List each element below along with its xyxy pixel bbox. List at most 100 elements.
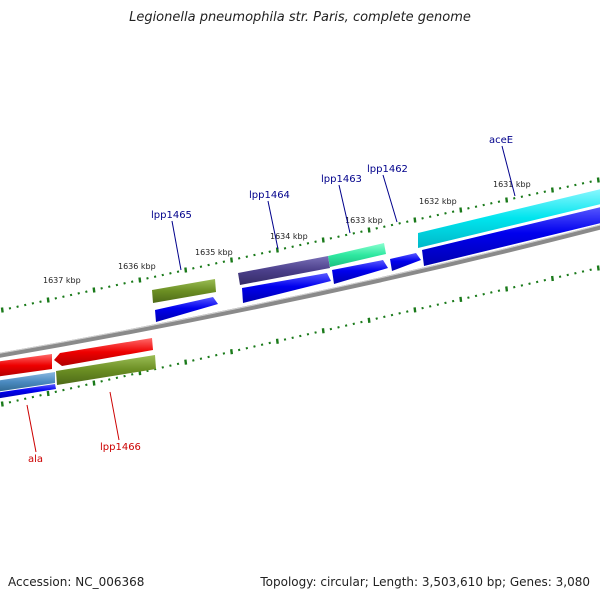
outer-tick — [436, 213, 440, 217]
inner-tick — [62, 388, 65, 392]
outer-tick — [153, 275, 157, 278]
outer-tick — [169, 272, 172, 275]
inner-tick — [490, 291, 493, 294]
inner-tick — [344, 324, 348, 327]
outer-tick — [237, 257, 241, 260]
inner-tick — [550, 275, 554, 282]
inner-tick — [283, 338, 287, 341]
feature-lpp1464-slate — [238, 256, 330, 285]
outer-tick — [390, 223, 394, 227]
outer-tick — [0, 307, 4, 313]
genome-title: Legionella pneumophila str. Paris, compl… — [129, 10, 471, 25]
inner-tick — [245, 346, 249, 350]
inner-tick — [352, 322, 356, 326]
outer-tick — [383, 225, 386, 228]
scale-label: 1637 kbp — [43, 276, 81, 285]
inner-tick — [230, 349, 234, 355]
outer-tick — [54, 297, 58, 300]
outer-tick — [130, 280, 134, 283]
outer-tick — [314, 240, 317, 243]
outer-tick — [589, 180, 592, 183]
inner-tick — [512, 285, 516, 289]
feature-lpp1466-olive — [56, 355, 156, 385]
inner-tick — [428, 305, 432, 308]
outer-tick — [291, 245, 294, 248]
feature-red-arrow — [54, 338, 153, 366]
outer-tick — [581, 182, 585, 185]
outer-tick — [283, 247, 287, 250]
outer-tick — [337, 235, 340, 238]
inner-tick — [31, 395, 35, 399]
outer-tick — [360, 230, 363, 233]
cds-lpp1464 — [242, 273, 331, 303]
outer-tick — [299, 243, 302, 247]
inner-tick — [130, 373, 134, 376]
genome-backbone-highlight — [0, 224, 600, 354]
inner-tick — [528, 282, 531, 285]
outer-tick — [161, 273, 165, 277]
outer-tick — [543, 190, 547, 193]
cds-features — [155, 207, 600, 322]
outer-tick — [352, 232, 356, 235]
outer-tick — [123, 282, 126, 285]
outer-tick — [459, 207, 463, 213]
inner-tick — [543, 278, 547, 282]
inner-tick — [123, 374, 126, 378]
inner-tick — [207, 355, 210, 359]
outer-tick — [474, 205, 478, 208]
outer-tick — [69, 293, 73, 297]
inner-tick — [253, 345, 256, 348]
outer-tick — [146, 277, 149, 280]
scale-label: 1633 kbp — [345, 216, 383, 225]
accession-label: Accession: NC_006368 — [8, 575, 145, 589]
inner-tick — [589, 268, 592, 272]
feature-acee-cyan — [418, 189, 600, 248]
outer-tick — [184, 267, 188, 273]
outer-tick — [344, 233, 348, 237]
inner-tick — [474, 294, 478, 298]
inner-tick — [222, 352, 226, 355]
outer-tick — [596, 177, 600, 183]
inner-tick — [406, 310, 409, 313]
inner-tick — [169, 364, 172, 367]
feature-steel — [0, 372, 55, 392]
outer-tick — [8, 307, 12, 310]
outer-tick — [77, 292, 80, 295]
inner-tick — [558, 275, 562, 279]
inner-tick — [16, 399, 19, 402]
cds-lpp1462 — [390, 253, 421, 271]
inner-tick — [184, 359, 188, 365]
outer-tick — [512, 197, 516, 200]
outer-tick — [528, 193, 531, 197]
inner-tick — [337, 325, 340, 329]
inner-tick — [192, 359, 195, 362]
scale-label: 1635 kbp — [195, 248, 233, 257]
gene-label: lpp1464 — [249, 190, 290, 201]
outer-tick — [550, 187, 554, 193]
inner-tick — [268, 341, 271, 345]
inner-tick — [459, 296, 463, 303]
inner-tick — [467, 296, 470, 299]
inner-tick — [581, 270, 585, 273]
gene-leader-line — [501, 145, 516, 197]
inner-tick — [421, 306, 424, 310]
outer-tick — [535, 192, 539, 195]
outer-tick — [100, 287, 103, 290]
outer-tick — [207, 263, 210, 267]
outer-tick — [253, 253, 256, 257]
outer-tick — [39, 300, 42, 303]
outer-tick — [192, 267, 195, 270]
outer-tick — [230, 257, 234, 263]
outer-features — [152, 189, 600, 303]
outer-tick — [23, 303, 27, 307]
outer-tick — [444, 212, 447, 215]
inner-tick — [383, 315, 386, 319]
outer-tick — [115, 283, 119, 287]
inner-tick — [237, 348, 241, 352]
scale-label: 1634 kbp — [270, 232, 308, 241]
outer-tick — [375, 227, 378, 230]
inner-tick — [176, 362, 180, 366]
outer-tick — [138, 277, 142, 283]
outer-tick — [367, 227, 371, 233]
inner-tick — [39, 393, 42, 397]
